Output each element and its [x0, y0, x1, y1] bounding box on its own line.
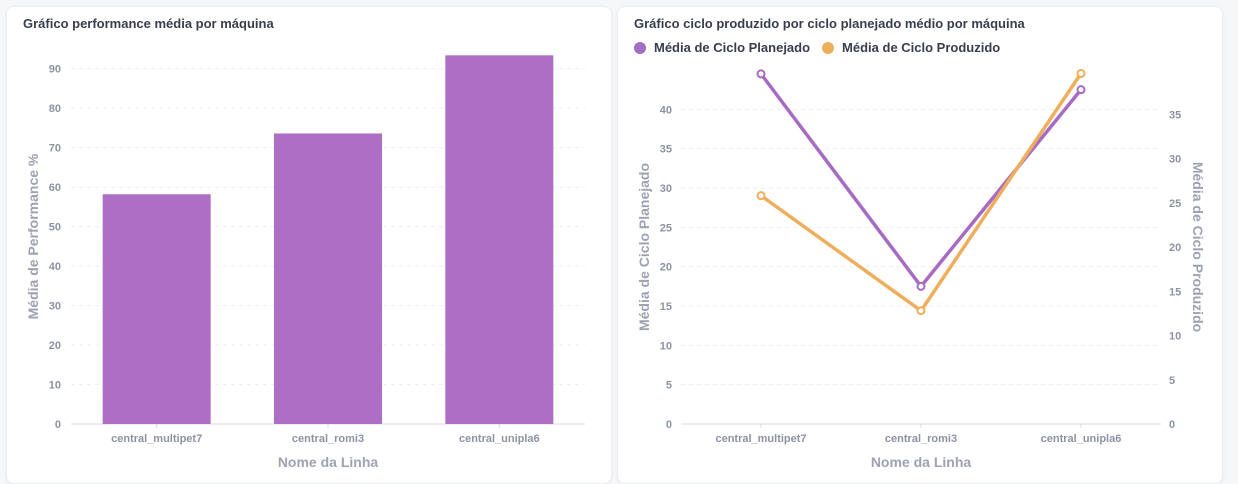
data-point-planned [756, 69, 766, 79]
y-left-tick-label: 35 [660, 144, 672, 156]
y-right-tick-label: 0 [1169, 419, 1175, 431]
cycle-chart-title: Gráfico ciclo produzido por ciclo planej… [634, 16, 1025, 31]
y-tick-label: 90 [49, 64, 61, 76]
y-left-tick-label: 5 [666, 380, 672, 392]
y-left-tick-label: 0 [666, 419, 672, 431]
y-tick-label: 20 [49, 340, 61, 352]
y-tick-label: 60 [49, 182, 61, 194]
y-tick-label: 50 [49, 222, 61, 234]
data-point-produced [916, 306, 926, 316]
legend-label-planned: Média de Ciclo Planejado [654, 40, 811, 55]
y-left-tick-label: 40 [660, 104, 672, 116]
y-left-axis-title: Média de Ciclo Planejado [636, 163, 652, 331]
y-right-tick-label: 20 [1169, 242, 1181, 254]
y-right-tick-label: 15 [1169, 286, 1181, 298]
data-point-planned [916, 281, 926, 291]
bar [445, 55, 554, 424]
bar [274, 133, 382, 424]
y-tick-label: 0 [55, 419, 61, 431]
y-left-tick-label: 20 [660, 262, 672, 274]
y-tick-label: 80 [49, 103, 61, 115]
legend-item-produced[interactable]: Média de Ciclo Produzido [822, 40, 1000, 55]
y-right-tick-label: 35 [1169, 109, 1181, 121]
y-right-axis-title: Média de Ciclo Produzido [1190, 162, 1206, 332]
y-right-tick-label: 30 [1169, 154, 1181, 166]
legend-dot-produced [822, 41, 835, 54]
cycle-chart-legend: Média de Ciclo Planejado Média de Ciclo … [634, 40, 1012, 55]
legend-label-produced: Média de Ciclo Produzido [842, 40, 1001, 55]
legend-dot-planned [634, 41, 646, 54]
y-right-tick-label: 5 [1169, 375, 1175, 387]
y-left-tick-label: 10 [660, 340, 672, 352]
x-tick-label: central_romi3 [292, 433, 364, 445]
performance-bar-chart: 0 10 20 30 40 50 60 70 80 90 central_multipet7 cent… [25, 55, 585, 470]
x-tick-label: central_multipet7 [111, 433, 202, 445]
y-tick-label: 30 [49, 301, 61, 313]
x-axis-title: Nome da Linha [871, 454, 972, 470]
series-line-planned [759, 72, 1083, 289]
y-left-tick-label: 30 [660, 183, 672, 195]
y-left-tick-label: 25 [660, 222, 672, 234]
x-axis-title: Nome da Linha [278, 454, 379, 470]
data-point-produced [756, 191, 766, 201]
data-point-produced [1076, 69, 1086, 79]
y-right-tick-label: 25 [1169, 198, 1181, 210]
x-tick-label: central_romi3 [885, 433, 957, 445]
y-left-tick-label: 15 [660, 301, 672, 313]
y-tick-label: 40 [49, 261, 61, 273]
performance-chart-title: Gráfico performance média por máquina [23, 16, 274, 31]
y-axis-title: Média de Performance % [25, 153, 41, 319]
performance-chart-card: Gráfico performance média por máquina 0 1… [6, 6, 612, 484]
x-tick-label: central_unipla6 [459, 433, 540, 445]
y-tick-label: 70 [49, 143, 61, 155]
cycle-line-chart: 0 5 10 15 20 25 30 35 40 0 5 10 15 20 25 30 35 central_mu… [636, 69, 1206, 470]
y-right-tick-label: 10 [1169, 331, 1181, 343]
bar [102, 194, 211, 424]
cycle-chart-card: Gráfico ciclo produzido por ciclo planej… [617, 6, 1223, 484]
x-tick-label: central_multipet7 [715, 433, 806, 445]
legend-item-planned[interactable]: Média de Ciclo Planejado [634, 40, 810, 55]
data-point-planned [1076, 85, 1086, 95]
x-tick-label: central_unipla6 [1041, 433, 1122, 445]
y-tick-label: 10 [49, 380, 61, 392]
